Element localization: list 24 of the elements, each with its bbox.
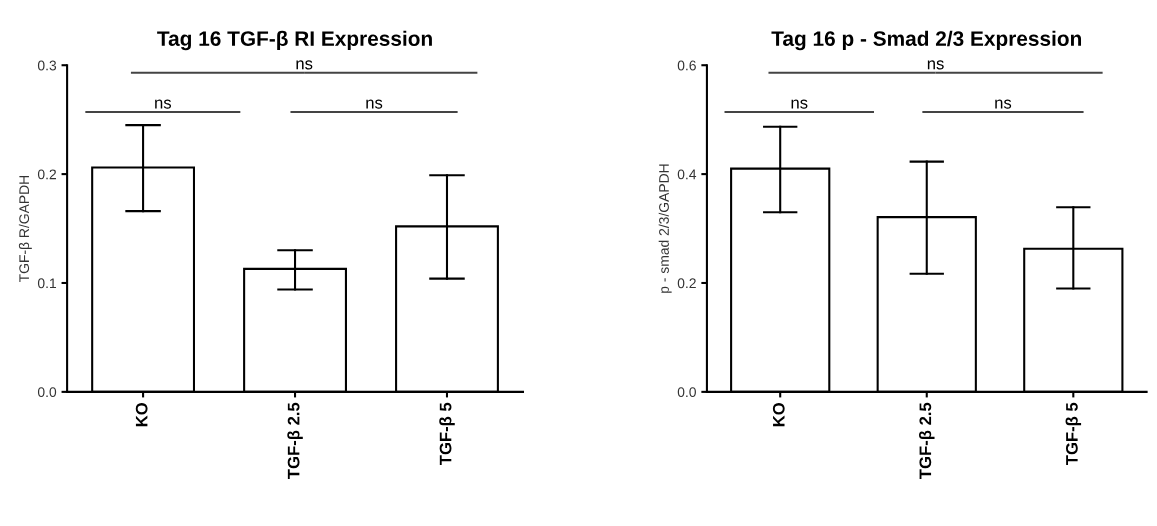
x-tick-label: TGF-β 5 xyxy=(439,402,455,466)
annotation: ns xyxy=(296,60,313,70)
chart-title: Tag 16 TGF-β RI Expression xyxy=(157,30,432,51)
annotation: ns xyxy=(995,99,1012,109)
y-tick-label: 0.2 xyxy=(37,169,56,180)
y-tick-label: 0.4 xyxy=(677,169,697,180)
y-tick-label: 0.1 xyxy=(37,278,57,289)
annotation: ns xyxy=(791,99,808,109)
y-tick-label: 0.0 xyxy=(677,387,696,398)
x-tick-label: KO xyxy=(135,402,148,427)
y-axis-title: TGF-β R/GAPDH xyxy=(18,175,32,282)
x-tick-label: KO xyxy=(772,402,785,427)
chart-title: Tag 16 p - Smad 2/3 Expression xyxy=(771,30,1082,51)
x-tick-label: TGF-β 2.5 xyxy=(918,402,935,479)
x-tick-label: TGF-β 5 xyxy=(1065,402,1082,466)
y-axis-title: p - smad 2/3/GAPDH xyxy=(658,164,672,293)
annotation: ns xyxy=(927,60,944,70)
y-tick-label: 0.6 xyxy=(677,60,696,71)
y-tick-label: 0.3 xyxy=(37,60,57,71)
y-tick-label: 0.2 xyxy=(677,278,696,289)
x-tick-label: TGF-β 2.5 xyxy=(287,402,303,479)
annotation: ns xyxy=(366,99,383,109)
y-tick-label: 0.0 xyxy=(37,387,57,398)
annotation: ns xyxy=(155,99,172,109)
